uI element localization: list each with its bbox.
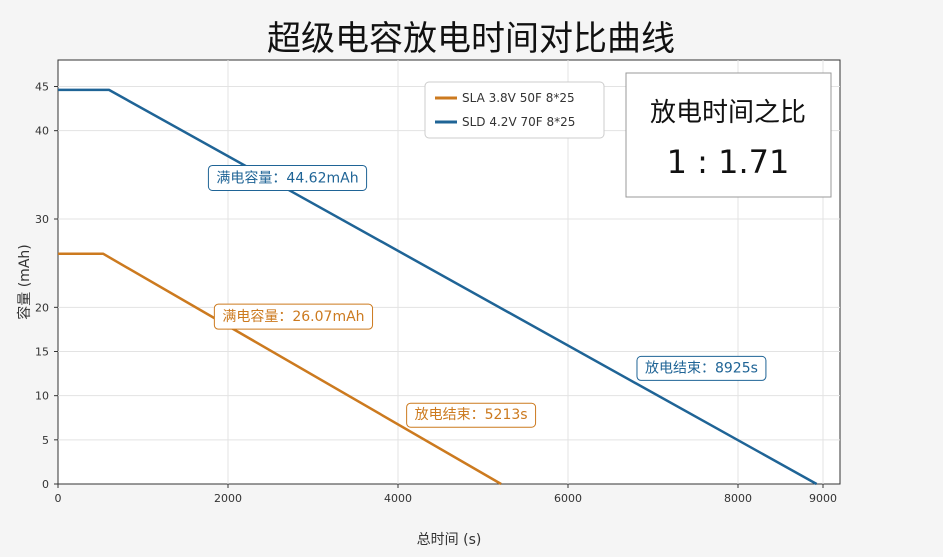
y-tick-label: 15 (35, 346, 49, 359)
annotation-text: 放电结束：8925s (645, 360, 758, 376)
legend-box (424, 81, 605, 139)
x-tick-label: 8000 (724, 492, 752, 505)
annotation-text: 满电容量：44.62mAh (216, 169, 358, 186)
y-tick-label: 5 (42, 434, 49, 447)
y-tick-label: 45 (35, 81, 49, 94)
legend-label-sld: SLD 4.2V 70F 8*25 (462, 115, 575, 129)
ratio-info-value: 1 : 1.71 (667, 143, 790, 181)
ratio-info-box: 放电时间之比 1 : 1.71 (625, 72, 832, 198)
x-tick-label: 6000 (554, 492, 582, 505)
y-tick-label: 10 (35, 390, 49, 403)
annotation-box (213, 303, 374, 330)
annotation-label: 满电容量：44.62mAh (207, 164, 368, 191)
chart-title: 超级电容放电时间对比曲线 (267, 19, 675, 59)
series-lines (57, 88, 818, 486)
x-tick-label: 9000 (809, 492, 837, 505)
grid-lines (58, 60, 840, 484)
annotation-text: 放电结束：5213s (415, 407, 528, 423)
x-axis-label: 总时间 (s) (417, 532, 482, 548)
y-tick-label: 30 (35, 213, 49, 226)
y-axis-label: 容量 (mAh) (16, 244, 33, 319)
x-axis-ticks: 0 2000 4000 6000 8000 9000 (55, 484, 837, 505)
x-tick-label: 4000 (384, 492, 412, 505)
annotation-label: 满电容量：26.07mAh (213, 303, 374, 330)
x-tick-label: 0 (55, 492, 62, 505)
annotations: 满电容量：44.62mAh 放电结束：8925s 满电容量：26.07mAh 放电结束… (207, 164, 767, 428)
annotation-box (636, 355, 767, 381)
y-tick-label: 40 (35, 125, 49, 138)
ratio-info-title: 放电时间之比 (650, 98, 806, 128)
legend-label-sla: SLA 3.8V 50F 8*25 (462, 91, 575, 105)
annotation-text: 满电容量：26.07mAh (222, 308, 364, 325)
x-tick-label: 2000 (214, 492, 242, 505)
annotation-box (406, 402, 537, 428)
annotation-label: 放电结束：5213s (406, 402, 537, 428)
y-axis-ticks: 0 5 10 15 20 30 40 45 (35, 81, 58, 491)
legend: SLA 3.8V 50F 8*25 SLD 4.2V 70F 8*25 (424, 81, 605, 139)
annotation-box (207, 164, 368, 191)
annotation-label: 放电结束：8925s (636, 355, 767, 381)
y-tick-label: 0 (42, 478, 49, 491)
y-tick-label: 20 (35, 301, 49, 314)
